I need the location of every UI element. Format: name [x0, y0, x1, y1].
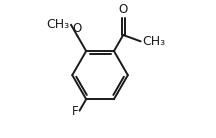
- Text: CH₃: CH₃: [142, 35, 165, 48]
- Text: O: O: [119, 3, 128, 16]
- Text: O: O: [72, 22, 81, 35]
- Text: CH₃: CH₃: [46, 18, 70, 31]
- Text: F: F: [72, 105, 78, 118]
